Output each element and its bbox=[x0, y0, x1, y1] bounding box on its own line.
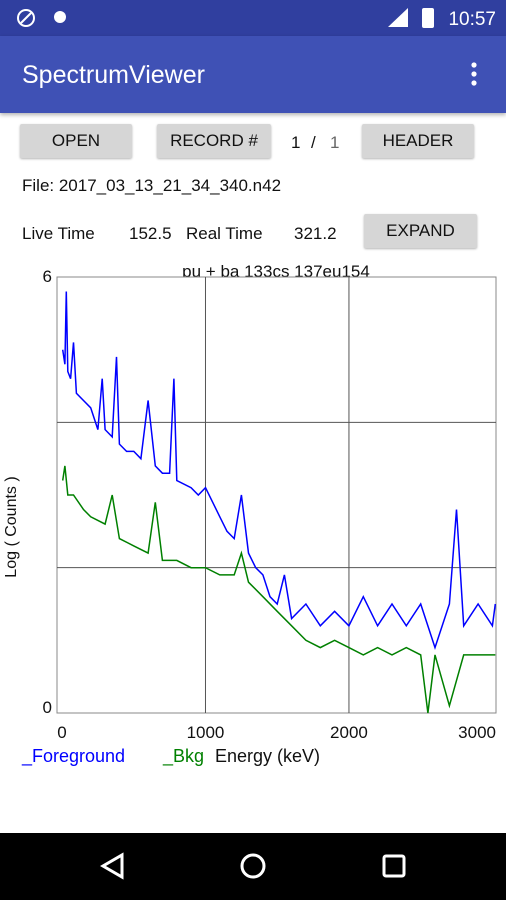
record-sep: / bbox=[311, 133, 316, 152]
icon bbox=[17, 9, 35, 27]
x-axis-label: Energy (keV) bbox=[215, 746, 320, 766]
plot-area bbox=[56, 276, 497, 714]
series-line bbox=[61, 465, 496, 714]
series-line bbox=[61, 291, 497, 650]
x-tick-label: 2000 bbox=[330, 723, 368, 742]
x-tick-label: 0 bbox=[57, 723, 66, 742]
real-time: 321.2 bbox=[294, 224, 337, 243]
chart: pu + ba 133cs 137eu154 Log ( Counts ) 0 1… bbox=[3, 262, 497, 767]
real-time-label: Real Time bbox=[186, 224, 263, 243]
app-title: SpectrumViewer bbox=[22, 61, 205, 89]
icon bbox=[20, 12, 32, 24]
status-icons: 10:57 bbox=[17, 8, 496, 30]
expand-button[interactable]: EXPAND bbox=[364, 214, 477, 248]
legend-entry: _Bkg bbox=[162, 746, 204, 767]
nav-buttons bbox=[100, 852, 406, 880]
clock: 10:57 bbox=[448, 9, 496, 30]
header-button[interactable]: HEADER bbox=[362, 124, 474, 158]
record-index: 1 bbox=[291, 133, 301, 152]
x-tick-label: 1000 bbox=[187, 723, 225, 742]
icon bbox=[54, 11, 66, 23]
x-tick-label: 3000 bbox=[458, 723, 496, 742]
record-total: 1 bbox=[330, 133, 340, 152]
home-button[interactable] bbox=[240, 853, 266, 879]
status-bar: 10:57 bbox=[0, 0, 506, 36]
legend-entry: _Foreground bbox=[21, 746, 125, 767]
back-button[interactable] bbox=[100, 852, 124, 880]
file-name: File: 2017_03_13_21_34_340.n42 bbox=[22, 176, 282, 195]
app-bar: SpectrumViewer bbox=[0, 36, 506, 113]
signal-icon bbox=[388, 8, 408, 27]
y-tick-label: 6 bbox=[43, 267, 52, 286]
open-button[interactable]: OPEN bbox=[20, 124, 132, 158]
nav-bar bbox=[0, 833, 506, 900]
battery-icon bbox=[422, 8, 434, 28]
chart-title: pu + ba 133cs 137eu154 bbox=[182, 262, 370, 281]
recents-button[interactable] bbox=[382, 854, 406, 878]
record-button[interactable]: RECORD # bbox=[157, 124, 271, 158]
overflow-menu[interactable] bbox=[466, 60, 482, 90]
y-axis-label: Log ( Counts ) bbox=[3, 476, 20, 577]
y-tick-label: 0 bbox=[43, 698, 52, 717]
live-time-label: Live Time bbox=[22, 224, 95, 243]
live-time: 152.5 bbox=[129, 224, 172, 243]
